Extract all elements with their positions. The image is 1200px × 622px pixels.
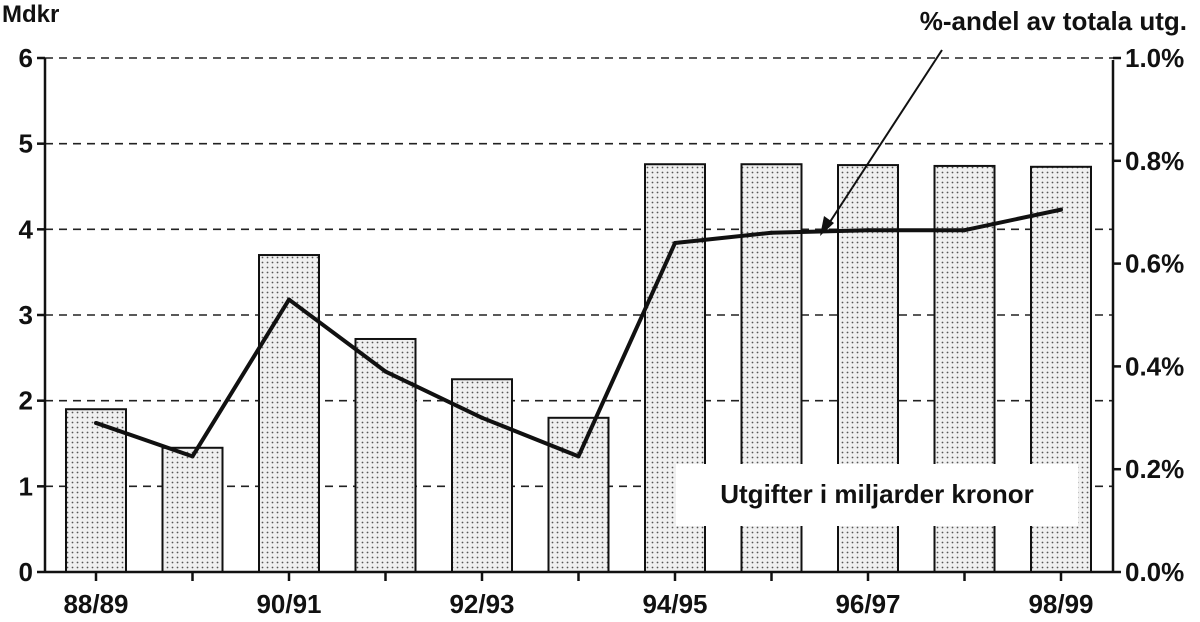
x-tick-label: 88/89	[63, 589, 128, 619]
y2-tick-label: 0.4%	[1125, 351, 1184, 381]
y2-tick-label: 0.2%	[1125, 454, 1184, 484]
line-point	[576, 454, 581, 459]
y-tick-label: 3	[19, 300, 33, 330]
line-point	[287, 297, 291, 302]
y-tick-label: 4	[19, 214, 34, 244]
percent-line	[94, 207, 1063, 459]
bar-88-89	[65, 408, 127, 573]
line-point	[673, 241, 677, 246]
annotation-arrow-line	[825, 49, 943, 229]
line-point	[866, 228, 870, 233]
bar-93-94	[547, 416, 610, 573]
y-tick-label: 0	[19, 557, 33, 587]
y-tick-label: 1	[19, 471, 33, 501]
line-point	[769, 230, 774, 235]
x-tick-label: 96/97	[835, 589, 900, 619]
x-tick-label: 98/99	[1028, 589, 1093, 619]
line-point	[480, 415, 484, 420]
axes	[37, 56, 1121, 581]
y2-tick-label: 0.0%	[1125, 557, 1184, 587]
y-tick-label: 5	[19, 129, 33, 159]
y2-tick-label: 1.0%	[1125, 43, 1184, 73]
bar-annotation-box	[676, 464, 1078, 526]
y2-tick-label: 0.6%	[1125, 249, 1184, 279]
line-point	[1059, 207, 1063, 212]
line-point	[190, 454, 195, 459]
annotation-arrowhead	[820, 216, 834, 236]
bar-90-91	[258, 254, 320, 574]
bar-91-92	[354, 337, 417, 573]
line-point	[383, 369, 388, 374]
x-tick-label: 94/95	[642, 589, 707, 619]
line-point	[962, 228, 967, 233]
y-tick-label: 2	[19, 386, 33, 416]
bar-89-90	[161, 446, 224, 573]
y2-tick-label: 0.8%	[1125, 146, 1184, 176]
x-tick-label: 90/91	[256, 589, 321, 619]
bar-annotation-label: Utgifter i miljarder kronor	[720, 479, 1034, 509]
tick-labels: 0 1 2 3 4 5 6 0.0% 0.2% 0.4% 0.6% 0.8% 1.0% 88/89 90/9…	[19, 43, 1185, 619]
x-tick-label: 92/93	[449, 589, 514, 619]
y-axis-title: Mdkr	[2, 1, 59, 28]
line-point	[94, 420, 98, 425]
bar-92-93	[451, 378, 513, 573]
y-tick-label: 6	[19, 43, 33, 73]
line-annotation-label: %-andel av totala utg.	[920, 6, 1187, 36]
